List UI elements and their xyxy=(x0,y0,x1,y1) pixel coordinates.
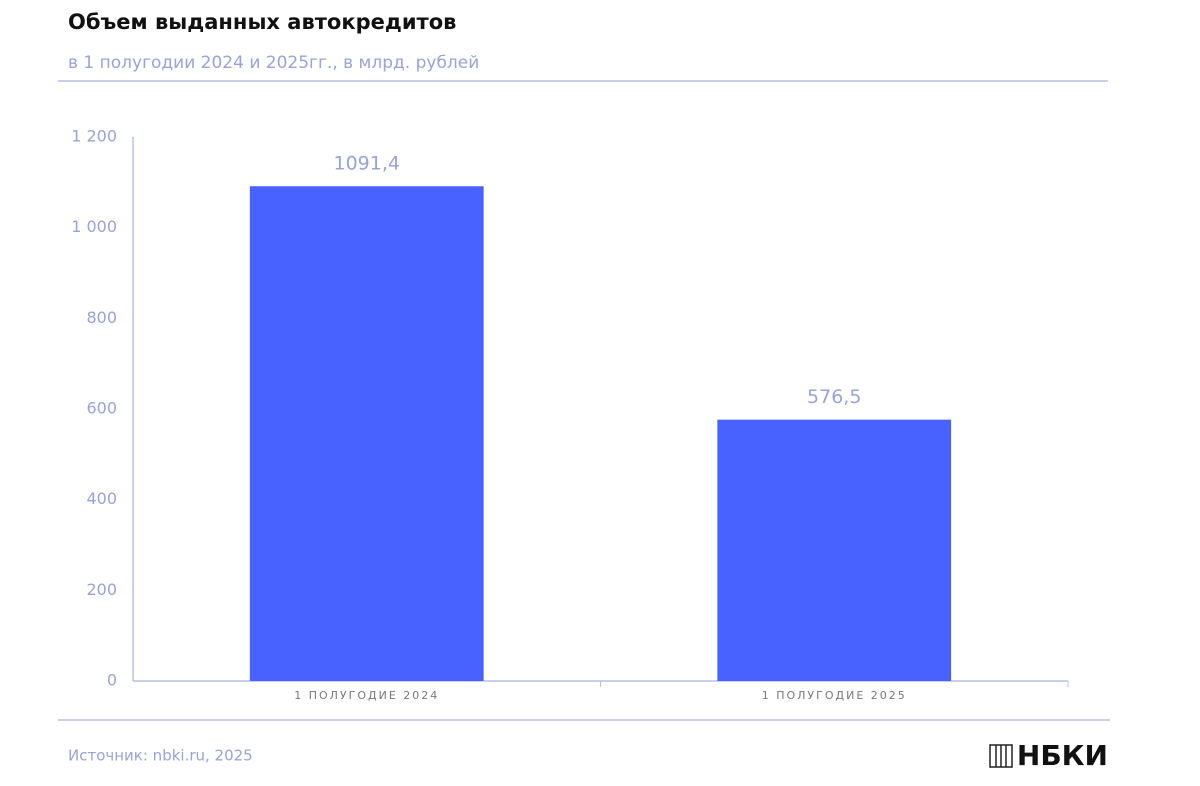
y-tick-label: 1 000 xyxy=(71,217,117,236)
bar xyxy=(249,186,484,681)
y-tick-label: 800 xyxy=(86,308,117,327)
value-label: 576,5 xyxy=(807,386,861,408)
logo-text: НБКИ xyxy=(1017,739,1108,772)
x-tick-label: 1 ПОЛУГОДИЕ 2025 xyxy=(762,689,907,702)
bar xyxy=(717,419,952,681)
y-tick-label: 600 xyxy=(86,399,117,418)
y-tick-label: 1 200 xyxy=(71,127,117,146)
logo-icon xyxy=(989,744,1013,768)
x-tick-label: 1 ПОЛУГОДИЕ 2024 xyxy=(294,689,439,702)
chart-title: Объем выданных автокредитов xyxy=(68,10,456,34)
y-tick-label: 0 xyxy=(107,671,117,690)
y-tick-label: 400 xyxy=(86,489,117,508)
y-tick-label: 200 xyxy=(86,580,117,599)
source: Источник: nbki.ru, 2025 xyxy=(68,747,253,765)
chart-subtitle: в 1 полугодии 2024 и 2025гг., в млрд. ру… xyxy=(68,53,479,73)
value-label: 1091,4 xyxy=(334,153,400,175)
